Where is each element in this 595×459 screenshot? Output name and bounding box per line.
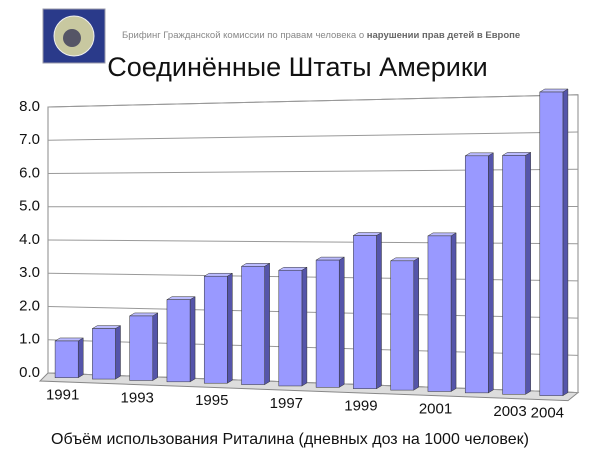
bar [427,235,452,392]
bar [241,266,265,385]
bar-side [152,312,159,381]
y-tick-label: 5.0 [19,198,40,215]
y-tick-label: 4.0 [19,231,40,248]
y-tick-label: 0.0 [19,364,40,381]
bar-top [352,232,383,236]
x-tick-label: 2001 [419,400,452,417]
bar-top [54,337,85,342]
bar-side [77,337,84,379]
bar-side [227,272,233,384]
x-tick-label: 1993 [121,389,154,406]
bar-side [413,257,420,391]
bar-side [450,232,457,392]
bar-top [389,257,420,262]
bar-side [264,262,270,386]
bar [502,155,526,395]
grid-line [47,94,579,108]
bar-top [315,256,346,261]
y-tick-label: 8.0 [19,98,40,115]
bar [390,260,415,391]
bar-top [538,88,569,93]
bar-top [464,152,495,157]
bar-side [189,296,196,383]
x-tick-label: 2004 [531,405,564,422]
x-tick-label: 1991 [46,387,79,404]
bar-top [427,232,457,237]
briefing: Брифинг Гражданской комиссии по правам ч… [122,30,520,41]
bar-top [277,266,308,271]
x-tick-label: 1999 [344,398,377,415]
bar-top [203,272,234,277]
x-tick-label: 1995 [195,392,228,409]
logo-figure [63,29,81,47]
bar-top [501,152,532,156]
bar [92,328,116,380]
y-tick-label: 2.0 [19,297,40,314]
bar [166,299,191,383]
bar [315,259,340,388]
y-tick-label: 1.0 [19,331,40,348]
y-tick-label: 7.0 [19,131,40,148]
bar-side [115,325,121,380]
bar-top [91,325,122,329]
bar-side [301,266,308,387]
bar [278,269,303,387]
bar-side [562,88,569,397]
bar [464,155,489,394]
bar [353,235,377,389]
bar-side [488,152,494,394]
x-tick-label: 2003 [493,403,526,420]
briefing-text: Брифинг Гражданской комиссии по правам ч… [122,30,365,41]
y-tick-label: 3.0 [19,264,40,281]
logo [42,8,106,64]
x-tick-label: 1997 [270,395,303,412]
chart-title: Соединённые Штаты Америки [107,52,488,82]
bar-top [128,312,159,317]
bar [539,91,564,396]
bar [54,340,79,378]
bar-side [376,232,382,390]
grid-line [47,131,579,141]
bar [203,275,228,384]
bar-top [240,263,271,267]
bar [129,315,154,381]
bar-top [166,296,196,300]
y-tick-label: 6.0 [19,164,40,181]
x-axis-title: Объём использования Риталина (дневных до… [51,431,529,448]
briefing-bold: нарушении прав детей в Европе [366,30,521,41]
bar-side [338,256,345,388]
bar-side [525,151,531,395]
